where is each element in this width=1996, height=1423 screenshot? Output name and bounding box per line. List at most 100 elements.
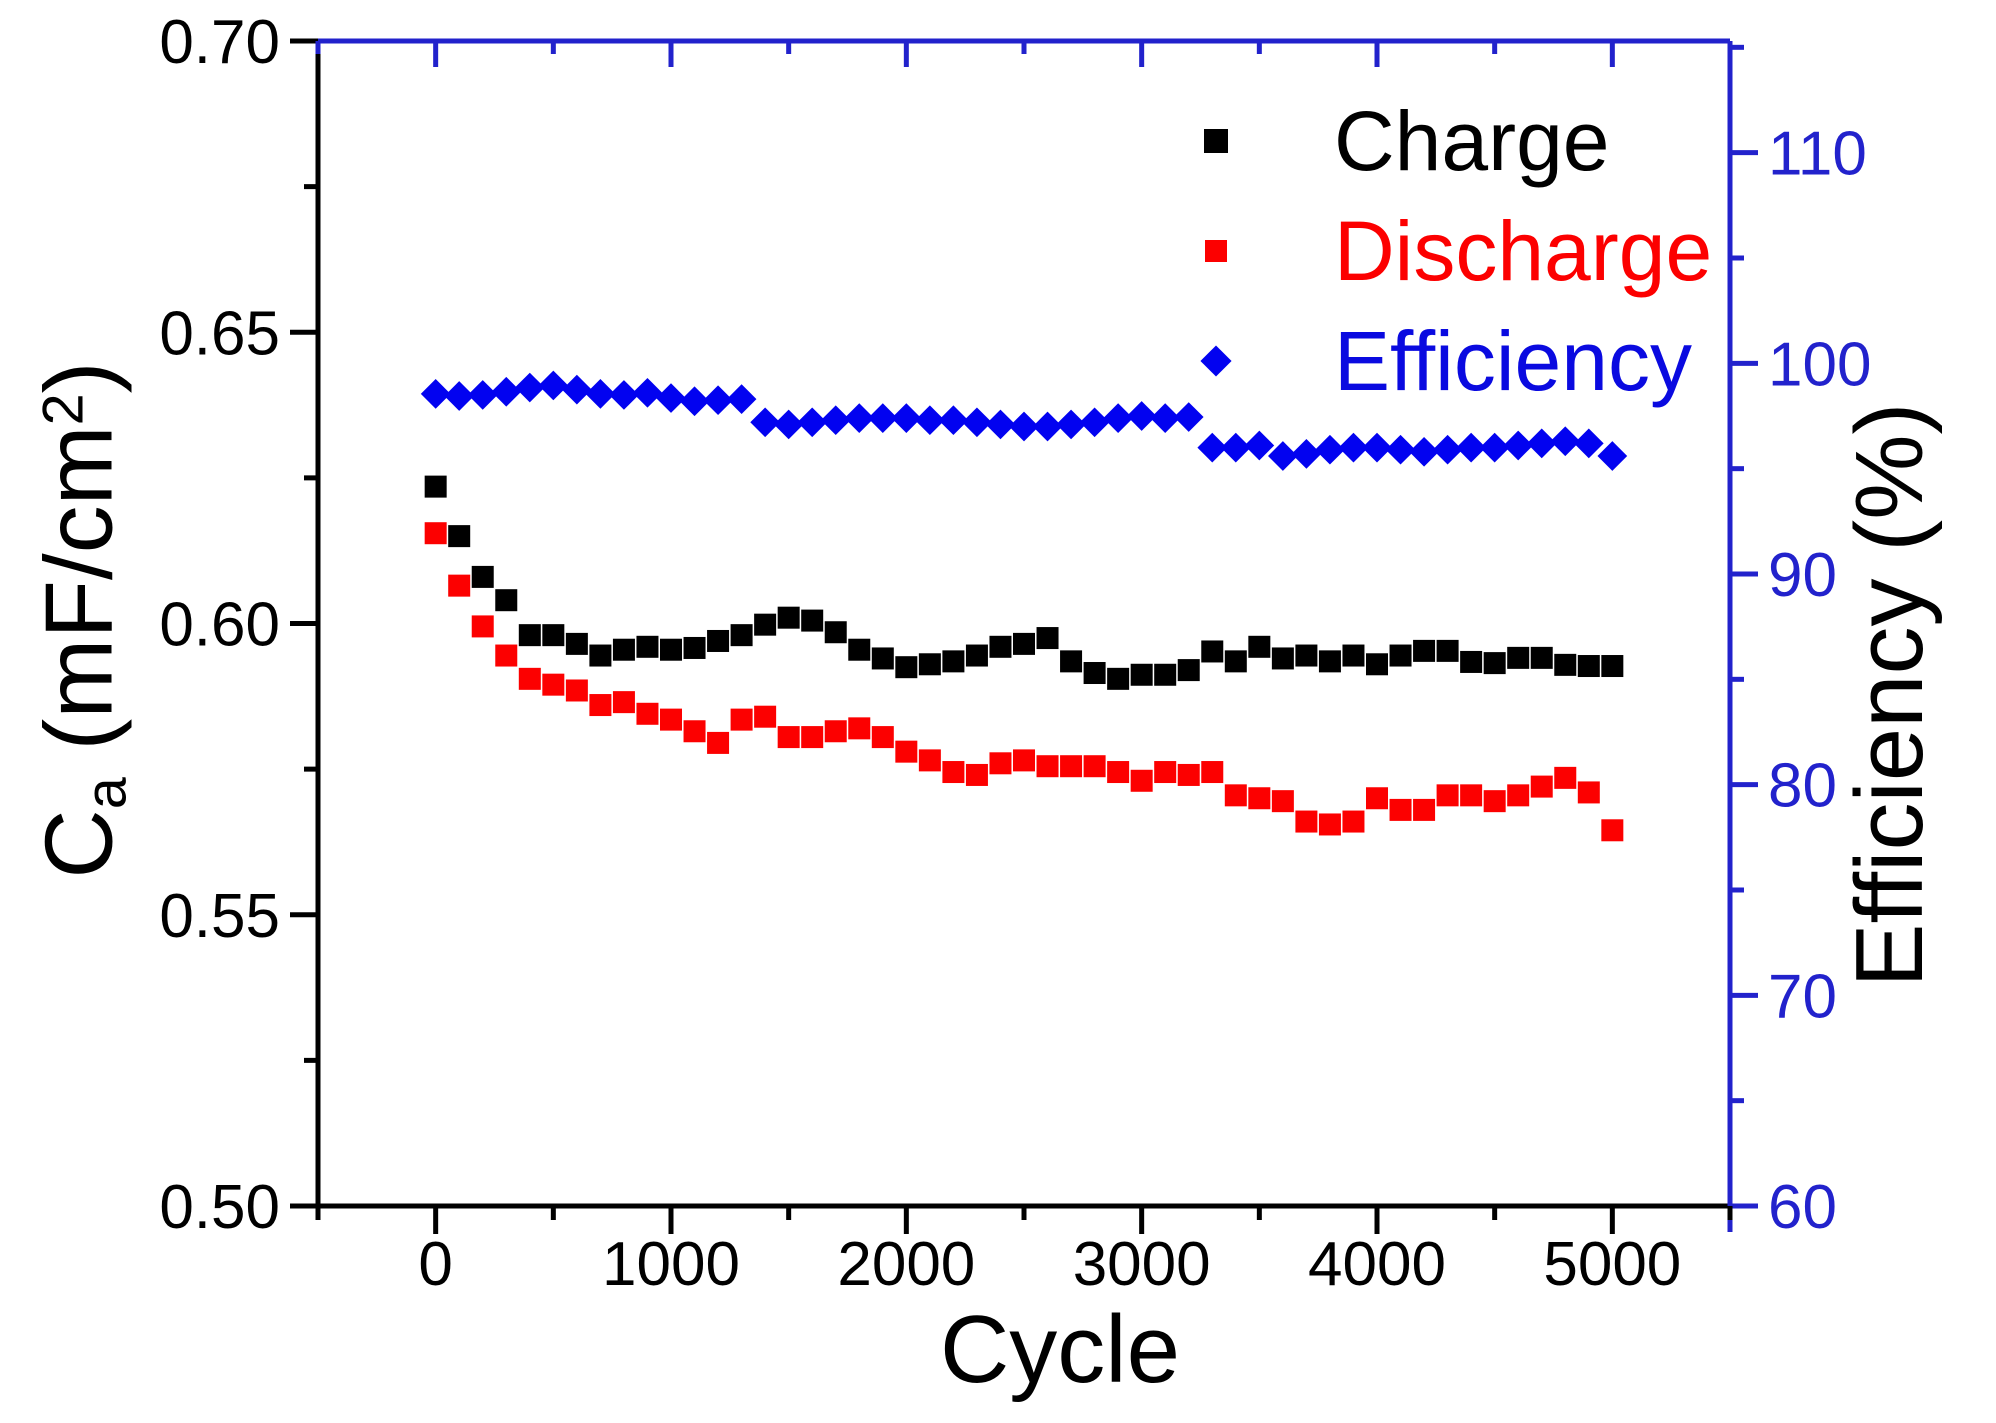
data-point-efficiency (820, 405, 851, 436)
data-point-efficiency (1338, 432, 1369, 463)
data-point-charge (801, 609, 824, 632)
data-point-discharge (1601, 819, 1624, 842)
data-point-charge (848, 638, 871, 661)
data-point-charge (518, 624, 541, 647)
data-point-discharge (495, 644, 518, 667)
data-point-charge (1530, 646, 1553, 669)
data-point-discharge (1366, 787, 1388, 810)
data-point-charge (471, 565, 494, 588)
data-point-efficiency (1220, 432, 1251, 463)
data-point-discharge (1483, 790, 1506, 813)
data-point-efficiency (1550, 426, 1581, 457)
data-point-discharge (542, 673, 565, 696)
data-point-charge (495, 589, 518, 612)
data-point-efficiency (962, 407, 992, 438)
legend: Charge Discharge Efficiency (1190, 86, 1712, 416)
data-point-charge (589, 644, 612, 667)
data-point-discharge (1154, 761, 1177, 784)
data-point-discharge (660, 708, 682, 731)
data-point-efficiency (1597, 441, 1628, 471)
data-point-discharge (1271, 790, 1294, 813)
data-point-efficiency (797, 407, 828, 438)
discharge-square-icon (1205, 240, 1227, 262)
data-point-discharge (895, 740, 918, 763)
data-point-efficiency (915, 405, 945, 436)
data-point-efficiency (656, 383, 686, 413)
data-point-efficiency (420, 379, 451, 409)
data-point-efficiency (1032, 411, 1063, 442)
data-point-efficiency (1056, 409, 1086, 440)
data-point-efficiency (585, 379, 616, 409)
data-point-efficiency (891, 403, 922, 433)
data-point-charge (1201, 640, 1224, 663)
x-bottom-tick-label: 4000 (1308, 1230, 1446, 1299)
data-point-efficiency (867, 403, 898, 433)
legend-item-efficiency: Efficiency (1190, 306, 1712, 416)
data-point-efficiency (1409, 436, 1439, 467)
legend-label-discharge: Discharge (1334, 204, 1713, 298)
data-point-charge (1177, 659, 1200, 682)
data-point-charge (542, 624, 565, 647)
data-point-charge (1107, 667, 1130, 690)
data-point-efficiency (1291, 439, 1322, 469)
data-point-efficiency (632, 377, 663, 408)
data-point-charge (989, 635, 1012, 658)
data-point-discharge (1413, 798, 1436, 821)
data-point-charge (1248, 635, 1271, 658)
data-point-efficiency (609, 380, 639, 410)
data-point-efficiency (1126, 401, 1157, 431)
series-charge (424, 475, 1624, 690)
y-left-tick-label: 0.50 (159, 1173, 280, 1242)
data-point-efficiency (1079, 407, 1110, 438)
data-point-charge (1389, 644, 1412, 667)
data-point-discharge (730, 708, 753, 731)
data-point-efficiency (562, 374, 592, 405)
data-point-discharge (1342, 810, 1365, 833)
data-point-efficiency (1150, 403, 1181, 433)
y-right-tick-label: 80 (1768, 752, 1837, 821)
data-point-charge (565, 632, 588, 655)
data-point-charge (1483, 652, 1506, 675)
data-point-discharge (965, 763, 988, 786)
data-point-efficiency (679, 386, 710, 417)
data-point-charge (824, 621, 847, 644)
data-point-charge (1507, 646, 1530, 669)
x-axis-title: Cycle (939, 1296, 1181, 1403)
data-point-discharge (589, 694, 612, 717)
data-point-discharge (1507, 784, 1530, 807)
data-point-charge (754, 613, 777, 636)
data-point-efficiency (1197, 432, 1228, 463)
data-point-efficiency (726, 384, 757, 414)
data-point-charge (942, 650, 965, 673)
data-point-charge (448, 525, 471, 548)
data-point-discharge (1389, 798, 1412, 821)
data-point-efficiency (773, 409, 804, 440)
data-point-efficiency (1456, 432, 1486, 463)
data-point-discharge (1460, 784, 1483, 807)
data-point-efficiency (538, 370, 569, 401)
data-point-charge (636, 635, 659, 658)
data-point-efficiency (1362, 432, 1392, 463)
data-point-discharge (1295, 810, 1318, 833)
data-point-efficiency (514, 372, 545, 403)
y-left-tick-label: 0.65 (159, 299, 280, 368)
data-point-discharge (1577, 781, 1600, 804)
data-point-efficiency (938, 405, 969, 436)
data-point-discharge (1248, 787, 1271, 810)
data-point-discharge (1013, 749, 1035, 772)
data-point-discharge (448, 574, 471, 597)
legend-label-charge: Charge (1334, 94, 1610, 188)
y-right-tick-label: 90 (1768, 541, 1837, 610)
data-point-efficiency (1526, 428, 1557, 459)
x-bottom-tick-label: 2000 (837, 1230, 975, 1299)
data-point-charge (660, 638, 682, 661)
data-point-charge (918, 653, 941, 676)
data-point-discharge (1130, 769, 1153, 792)
data-point-efficiency (467, 380, 498, 410)
data-point-charge (1460, 650, 1483, 673)
data-point-discharge (1318, 813, 1341, 836)
data-point-efficiency (1573, 428, 1604, 459)
data-point-charge (1318, 650, 1341, 673)
